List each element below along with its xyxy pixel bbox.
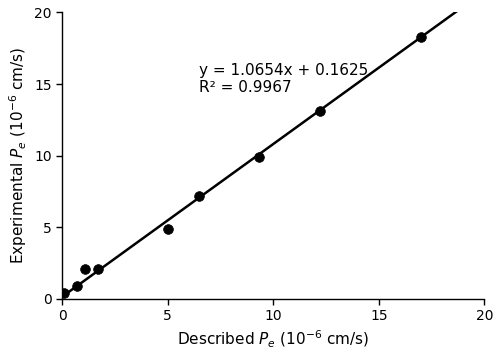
Point xyxy=(417,34,425,40)
Point xyxy=(164,226,172,232)
Point xyxy=(94,266,102,272)
Point xyxy=(196,193,203,199)
Point xyxy=(60,290,68,296)
Y-axis label: Experimental $\it{P}_e$ (10$^{-6}$ cm/s): Experimental $\it{P}_e$ (10$^{-6}$ cm/s) xyxy=(7,47,28,264)
Point xyxy=(254,154,262,160)
X-axis label: Described $\it{P}_e$ (10$^{-6}$ cm/s): Described $\it{P}_e$ (10$^{-6}$ cm/s) xyxy=(177,329,370,350)
Text: y = 1.0654x + 0.1625
R² = 0.9967: y = 1.0654x + 0.1625 R² = 0.9967 xyxy=(200,62,368,95)
Point xyxy=(73,283,81,289)
Point xyxy=(316,109,324,114)
Point xyxy=(82,266,90,272)
